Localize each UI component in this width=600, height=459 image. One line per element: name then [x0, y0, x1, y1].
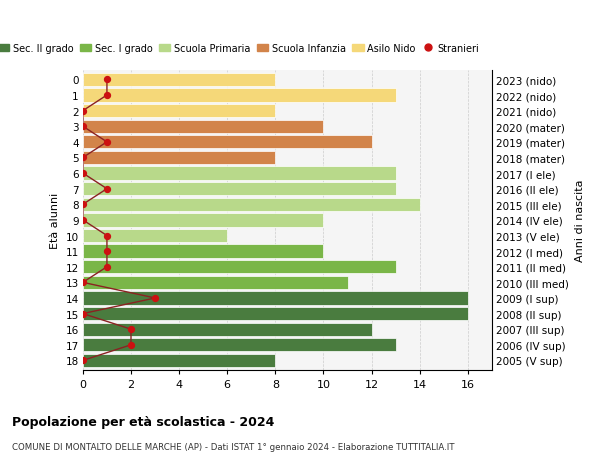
Bar — [83, 291, 468, 305]
Point — [102, 77, 112, 84]
Legend: Sec. II grado, Sec. I grado, Scuola Primaria, Scuola Infanzia, Asilo Nido, Stran: Sec. II grado, Sec. I grado, Scuola Prim… — [0, 40, 483, 57]
Text: COMUNE DI MONTALTO DELLE MARCHE (AP) - Dati ISTAT 1° gennaio 2024 - Elaborazione: COMUNE DI MONTALTO DELLE MARCHE (AP) - D… — [12, 442, 455, 451]
Text: Popolazione per età scolastica - 2024: Popolazione per età scolastica - 2024 — [12, 415, 274, 428]
Bar — [83, 89, 395, 102]
Bar — [83, 151, 275, 165]
Point — [102, 248, 112, 255]
Point — [78, 108, 88, 115]
Bar — [83, 276, 347, 289]
Bar — [83, 307, 468, 320]
Bar — [83, 245, 323, 258]
Point — [102, 263, 112, 271]
Point — [102, 139, 112, 146]
Point — [126, 341, 136, 349]
Bar — [83, 261, 395, 274]
Point — [126, 326, 136, 333]
Point — [78, 123, 88, 131]
Bar — [83, 323, 371, 336]
Bar — [83, 198, 419, 212]
Point — [78, 170, 88, 177]
Point — [102, 185, 112, 193]
Point — [78, 310, 88, 318]
Bar — [83, 167, 395, 180]
Y-axis label: Anni di nascita: Anni di nascita — [575, 179, 585, 262]
Point — [78, 201, 88, 208]
Bar — [83, 354, 275, 367]
Bar — [83, 136, 371, 149]
Point — [102, 232, 112, 240]
Point — [102, 92, 112, 100]
Point — [78, 357, 88, 364]
Point — [78, 279, 88, 286]
Bar — [83, 183, 395, 196]
Point — [150, 295, 160, 302]
Bar — [83, 73, 275, 87]
Point — [78, 217, 88, 224]
Bar — [83, 120, 323, 134]
Bar — [83, 230, 227, 243]
Bar — [83, 338, 395, 352]
Bar — [83, 214, 323, 227]
Point — [78, 154, 88, 162]
Bar — [83, 105, 275, 118]
Y-axis label: Età alunni: Età alunni — [50, 192, 60, 248]
